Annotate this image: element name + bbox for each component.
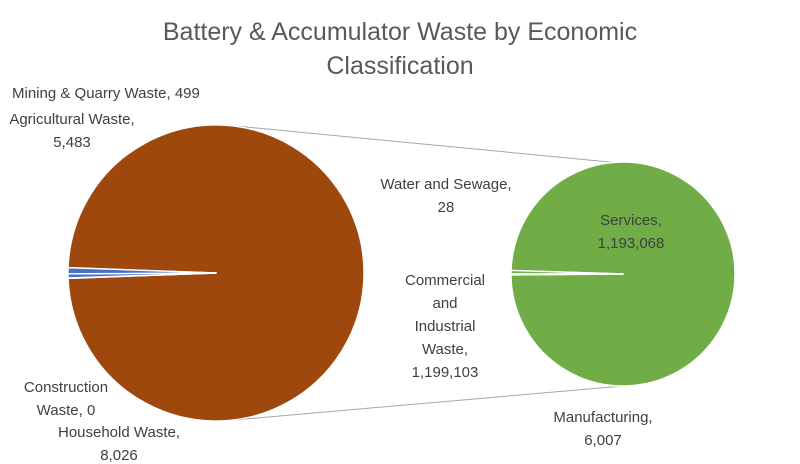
label-manufacturing: Manufacturing, 6,007 bbox=[553, 409, 652, 449]
connector-lines bbox=[221, 125, 624, 422]
chart-title-line: Battery & Accumulator Waste by Economic bbox=[163, 18, 637, 46]
label-commercial-and-industrial-waste: Commercial and Industrial Waste, 1,199,103 bbox=[405, 272, 485, 381]
label-household-waste: Household Waste, 8,026 bbox=[58, 424, 180, 464]
primary-pie bbox=[67, 124, 365, 422]
data-labels: Mining & Quarry Waste, 499 Agricultural W… bbox=[9, 85, 664, 464]
label-mining-quarry-waste: Mining & Quarry Waste, 499 bbox=[12, 85, 200, 102]
secondary-pie bbox=[510, 161, 736, 387]
label-water-and-sewage: Water and Sewage, 28 bbox=[380, 176, 511, 216]
connector-line-bottom bbox=[221, 385, 624, 422]
label-services: Services, 1,193,068 bbox=[598, 212, 665, 252]
label-construction-waste: Construction Waste, 0 bbox=[24, 379, 108, 419]
slice-household-waste bbox=[67, 266, 217, 275]
chart-title-line: Classification bbox=[326, 52, 473, 80]
slice-water-and-sewage bbox=[510, 273, 624, 276]
connector-line-top bbox=[235, 125, 621, 164]
chart-title: Battery & Accumulator Waste by Economic C… bbox=[163, 18, 637, 80]
label-agricultural-waste: Agricultural Waste, 5,483 bbox=[9, 111, 134, 151]
